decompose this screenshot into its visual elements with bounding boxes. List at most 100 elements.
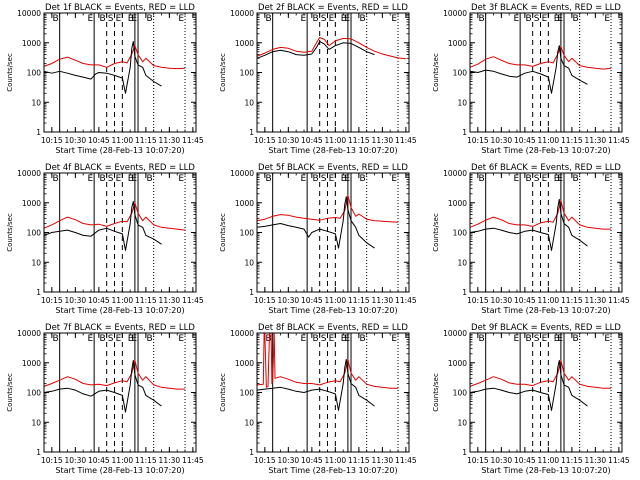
x-tick-label: 10:15 — [467, 456, 489, 465]
plot-frame — [469, 12, 623, 133]
series-line-lld — [256, 194, 399, 223]
panel-title: Det 9f BLACK = Events, RED = LLD — [471, 323, 621, 333]
y-tick-label: 100 — [240, 69, 255, 78]
x-tick-label: 11:00 — [112, 456, 134, 465]
interval-marker-label: B — [265, 174, 271, 184]
y-tick-label: 100 — [27, 69, 42, 78]
x-tick-label: 11:45 — [608, 456, 630, 465]
x-tick-label: 11:45 — [608, 136, 630, 145]
x-tick-label: 10:30 — [65, 296, 87, 305]
y-tick-label: 10 — [244, 418, 254, 427]
interval-marker-label: B — [360, 334, 366, 344]
interval-marker-label: E — [131, 14, 137, 24]
y-tick-label: 100 — [27, 229, 42, 238]
interval-marker-label: B — [478, 174, 484, 184]
interval-marker-label: E — [391, 334, 397, 344]
y-tick-label: 10 — [31, 258, 41, 267]
interval-marker-label: E — [300, 174, 306, 184]
x-tick-label: 11:45 — [395, 296, 417, 305]
detector-panel-3: Det 3f BLACK = Events, RED = LLD Counts/s… — [432, 3, 630, 155]
x-tick-label: 11:45 — [395, 136, 417, 145]
y-tick-label: 100 — [453, 69, 468, 78]
interval-marker-label: B — [573, 334, 579, 344]
x-tick-label: 10:15 — [41, 296, 63, 305]
interval-marker-label: S — [108, 14, 114, 24]
panel-title: Det 7f BLACK = Events, RED = LLD — [45, 323, 195, 333]
x-tick-label: 11:30 — [585, 296, 607, 305]
y-tick-label: 100 — [240, 229, 255, 238]
series-line-events — [256, 358, 375, 411]
series-line-lld — [256, 332, 398, 389]
y-tick-label: 10000 — [230, 9, 254, 18]
series-line-lld — [43, 202, 186, 231]
panel-title: Det 5f BLACK = Events, RED = LLD — [258, 163, 408, 173]
x-axis-label: Start Time (28-Feb-13 10:07:20) — [481, 306, 610, 315]
plot-frame — [469, 332, 623, 453]
series-line-events — [469, 45, 588, 94]
interval-marker-label: B — [147, 14, 153, 24]
x-tick-label: 10:30 — [278, 296, 300, 305]
x-tick-label: 11:15 — [348, 136, 370, 145]
interval-marker-label: B — [360, 174, 366, 184]
interval-marker-label: B — [554, 334, 560, 344]
interval-marker-label: E — [178, 174, 184, 184]
x-tick-label: 10:45 — [514, 456, 536, 465]
y-tick-label: 1000 — [448, 199, 467, 208]
plot-frame — [256, 332, 410, 453]
y-tick-label: 1 — [462, 288, 467, 297]
y-axis-label: Counts/sec — [432, 373, 440, 412]
x-tick-label: 10:45 — [514, 296, 536, 305]
x-tick-label: 10:45 — [88, 296, 110, 305]
y-tick-label: 1 — [462, 448, 467, 457]
x-axis-label: Start Time (28-Feb-13 10:07:20) — [268, 306, 397, 315]
x-tick-label: 11:30 — [372, 136, 394, 145]
interval-marker-label: B — [525, 334, 531, 344]
x-tick-label: 11:30 — [372, 296, 394, 305]
interval-marker-label: B — [341, 174, 347, 184]
interval-marker-label: E — [131, 334, 137, 344]
interval-marker-label: E — [513, 334, 519, 344]
interval-marker-label: E — [542, 174, 548, 184]
interval-marker-label: B — [128, 14, 134, 24]
interval-marker-label: B — [128, 334, 134, 344]
detector-panel-8: Det 8f BLACK = Events, RED = LLD Counts/s… — [219, 323, 417, 475]
interval-marker-label: B — [52, 14, 58, 24]
x-axis-label: Start Time (28-Feb-13 10:07:20) — [481, 146, 610, 155]
interval-marker-label: E — [391, 174, 397, 184]
x-tick-label: 11:15 — [135, 136, 157, 145]
interval-marker-label: E — [604, 334, 610, 344]
series-line-events — [43, 201, 162, 251]
y-tick-label: 100 — [453, 389, 468, 398]
x-tick-label: 10:45 — [514, 136, 536, 145]
interval-marker-label: B — [573, 14, 579, 24]
interval-marker-label: E — [87, 174, 93, 184]
interval-marker-label: S — [321, 334, 327, 344]
x-tick-label: 10:30 — [278, 456, 300, 465]
interval-marker-label: B — [341, 334, 347, 344]
x-tick-label: 11:15 — [135, 456, 157, 465]
y-tick-label: 1000 — [22, 199, 41, 208]
x-tick-label: 11:15 — [561, 136, 583, 145]
panel-title: Det 2f BLACK = Events, RED = LLD — [258, 3, 408, 13]
x-tick-label: 11:45 — [182, 296, 204, 305]
x-axis-label: Start Time (28-Feb-13 10:07:20) — [481, 466, 610, 475]
y-tick-label: 10000 — [443, 329, 467, 338]
series-line-lld — [469, 46, 612, 70]
interval-marker-label: B — [52, 174, 58, 184]
interval-marker-label: B — [147, 174, 153, 184]
series-line-lld — [469, 199, 611, 230]
panel-title: Det 8f BLACK = Events, RED = LLD — [258, 323, 408, 333]
interval-marker-label: B — [525, 14, 531, 24]
y-tick-label: 1 — [462, 128, 467, 137]
y-tick-label: 10000 — [443, 9, 467, 18]
y-axis-label: Counts/sec — [6, 213, 14, 252]
interval-marker-label: S — [534, 334, 540, 344]
y-tick-label: 1000 — [448, 39, 467, 48]
x-tick-label: 11:00 — [112, 296, 134, 305]
interval-marker-label: E — [542, 14, 548, 24]
x-tick-label: 10:15 — [254, 136, 276, 145]
interval-marker-label: E — [329, 14, 335, 24]
x-tick-label: 11:45 — [182, 136, 204, 145]
y-axis-label: Counts/sec — [219, 213, 227, 252]
interval-marker-label: B — [525, 174, 531, 184]
